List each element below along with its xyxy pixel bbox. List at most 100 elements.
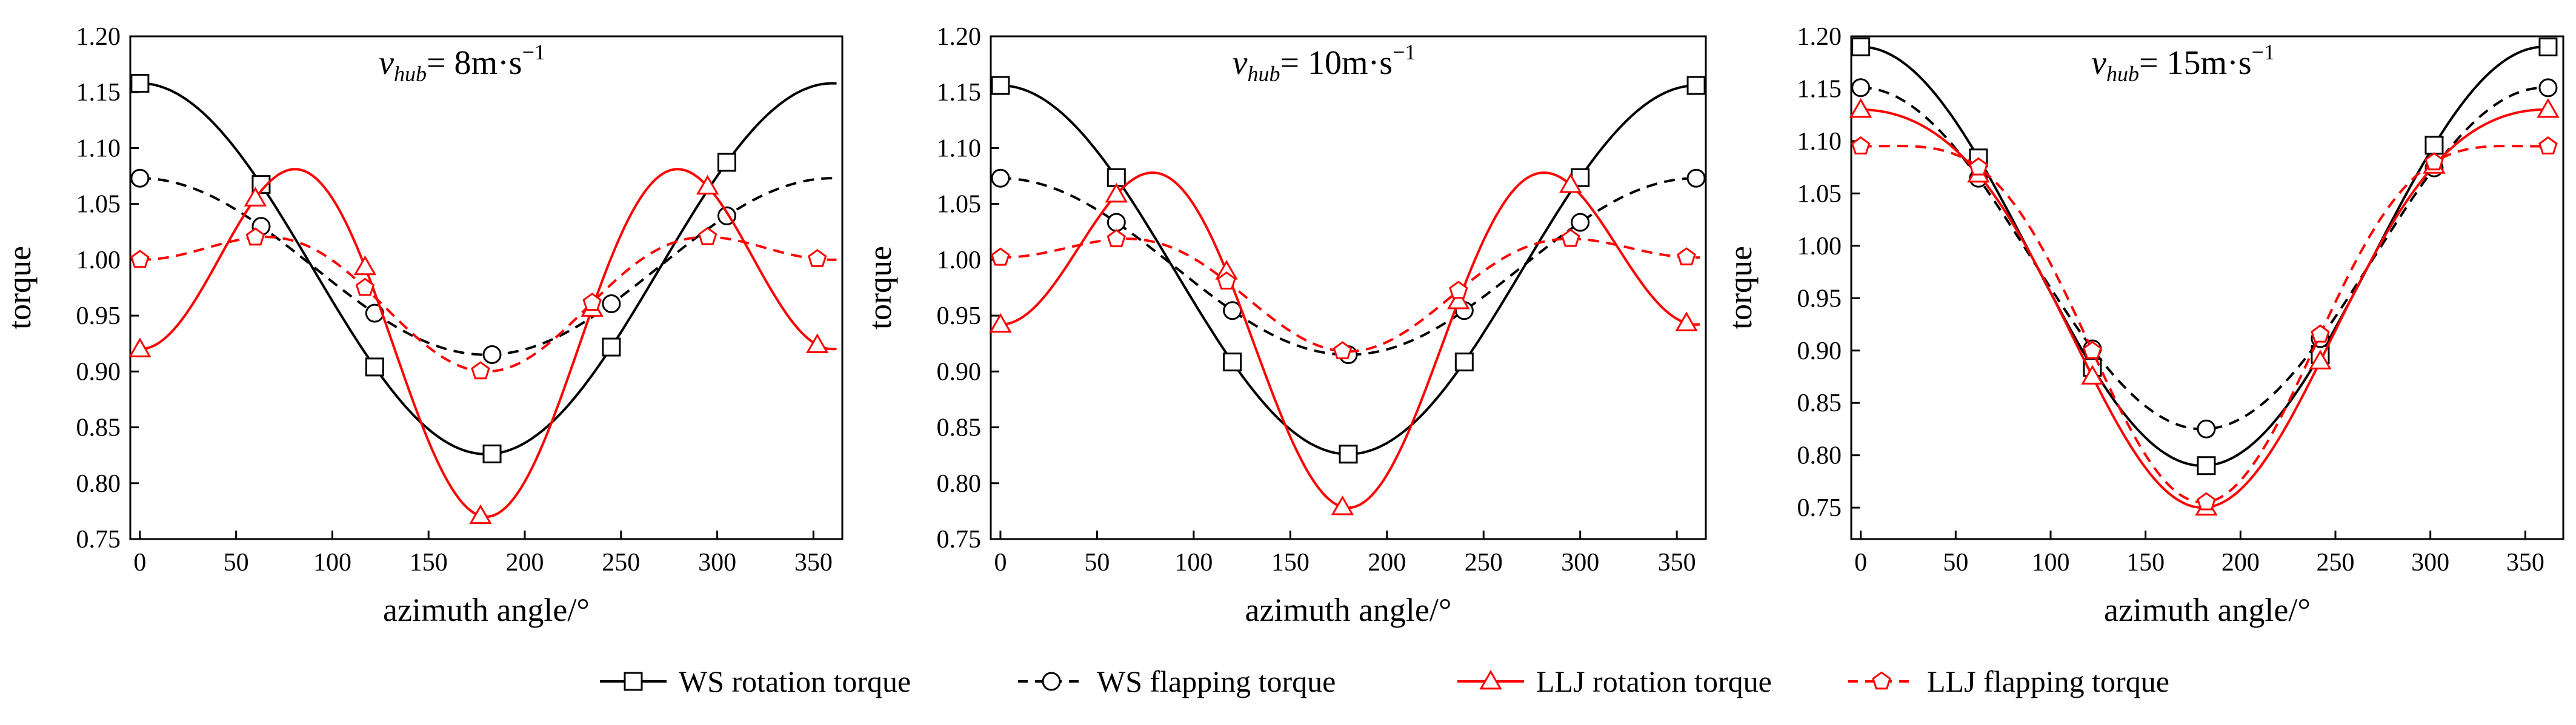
data-point (991, 76, 1010, 95)
y-tick-label: 1.00 (76, 247, 121, 274)
legend-label: WS flapping torque (1097, 664, 1336, 698)
series-line (1860, 145, 2548, 504)
data-point (1849, 98, 1872, 118)
data-point (1333, 341, 1353, 360)
y-tick-label: 1.00 (1797, 233, 1842, 260)
data-point (1217, 271, 1236, 290)
data-point (602, 294, 621, 314)
data-point (2538, 38, 2558, 57)
y-tick-label: 1.20 (1797, 23, 1842, 51)
data-point (1339, 445, 1358, 464)
y-tick-label: 0.75 (937, 526, 982, 554)
series-4 (1851, 136, 2558, 511)
chart-panel-3: 0.75 0.80 0.85 0.90 0.95 1.00 1.05 1.10 1.15 1.20… (1722, 23, 2564, 628)
chart-title: vhub= 15m·s−1 (2091, 40, 2275, 86)
data-point (1107, 213, 1126, 232)
data-point (1223, 353, 1242, 372)
series-line (1000, 237, 1700, 353)
data-point (2311, 324, 2330, 343)
series-line (1860, 86, 2548, 431)
data-point (2083, 340, 2102, 359)
data-point (355, 277, 375, 296)
y-tick-label: 1.10 (1797, 128, 1842, 156)
legend-item-1: WS rotation torque (600, 664, 911, 698)
legend-item-3: LLJ rotation torque (1457, 664, 1772, 698)
data-point (697, 227, 717, 245)
data-point (582, 293, 602, 311)
legend-marker (624, 672, 643, 691)
y-tick-label: 1.05 (937, 191, 982, 219)
data-point (130, 168, 150, 188)
legend-marker (1042, 672, 1061, 691)
series-3 (128, 168, 837, 525)
y-tick-label: 0.95 (937, 302, 982, 330)
x-tick-label: 0 (994, 549, 1007, 577)
series-4 (991, 228, 1700, 360)
data-point (2538, 136, 2558, 154)
y-tick-label: 1.15 (937, 79, 982, 107)
title-var: v (2091, 44, 2106, 82)
y-tick-label: 0.75 (76, 526, 121, 554)
data-point (482, 345, 502, 364)
x-axis-label: azimuth angle/° (1245, 592, 1452, 628)
x-tick-label: 250 (1465, 549, 1503, 577)
series-line (1000, 84, 1700, 455)
title-var: v (379, 44, 394, 82)
y-tick-label: 1.20 (937, 23, 982, 51)
series-line (139, 177, 837, 356)
x-tick-label: 100 (2032, 549, 2070, 577)
series-1 (991, 76, 1706, 464)
data-point (471, 361, 490, 380)
data-point (991, 247, 1010, 266)
x-tick-label: 50 (224, 549, 249, 577)
series-4 (130, 227, 837, 380)
title-sub: hub (2106, 62, 2139, 86)
title-value: = 15m·s (2139, 44, 2252, 82)
series-3 (989, 171, 1700, 515)
x-tick-label: 50 (1943, 549, 1968, 577)
data-point (353, 255, 377, 276)
y-tick-label: 0.90 (76, 358, 121, 386)
x-tick-label: 250 (602, 549, 640, 577)
data-point (2309, 349, 2332, 369)
y-axis-label: torque (1, 246, 38, 329)
title-var: v (1233, 44, 1248, 82)
data-point (696, 174, 719, 195)
y-tick-label: 1.15 (1797, 75, 1842, 103)
data-point (1851, 78, 1871, 98)
y-tick-label: 0.85 (937, 414, 982, 442)
x-tick-label: 100 (1174, 549, 1213, 577)
data-point (2081, 365, 2104, 385)
data-point (1969, 157, 1988, 176)
legend-item-4: LLJ flapping torque (1848, 664, 2169, 698)
data-point (1851, 37, 1871, 56)
title-value: = 8m·s (427, 44, 522, 82)
plot-frame (1850, 35, 2564, 540)
y-tick-label: 1.10 (937, 134, 982, 162)
series-3 (1849, 98, 2560, 516)
plot-frame (990, 35, 1707, 540)
x-tick-label: 150 (2126, 549, 2165, 577)
legend-marker (1872, 671, 1891, 690)
x-tick-label: 350 (794, 549, 833, 577)
data-point (1454, 353, 1474, 372)
data-point (130, 250, 150, 268)
legend-label: LLJ flapping torque (1927, 664, 2169, 698)
legend: WS rotation torque WS flapping torque LLJ … (600, 664, 2169, 698)
chart-panel-1: 0.75 0.80 0.85 0.90 0.95 1.00 1.05 1.10 1.15 1.20… (1, 23, 844, 628)
x-tick-label: 0 (133, 549, 146, 577)
y-tick-label: 1.20 (76, 23, 121, 51)
x-tick-label: 200 (506, 549, 544, 577)
title-value: = 10m·s (1280, 44, 1393, 82)
data-point (1107, 229, 1127, 248)
data-point (602, 337, 621, 357)
y-axis-label: torque (1722, 246, 1759, 329)
data-point (1686, 168, 1706, 188)
data-point (1561, 228, 1580, 247)
data-point (365, 357, 384, 377)
title-sup: −1 (522, 40, 545, 64)
title-sub: hub (394, 62, 427, 86)
plot-frame (129, 35, 844, 540)
legend-item-2: WS flapping torque (1018, 664, 1336, 698)
